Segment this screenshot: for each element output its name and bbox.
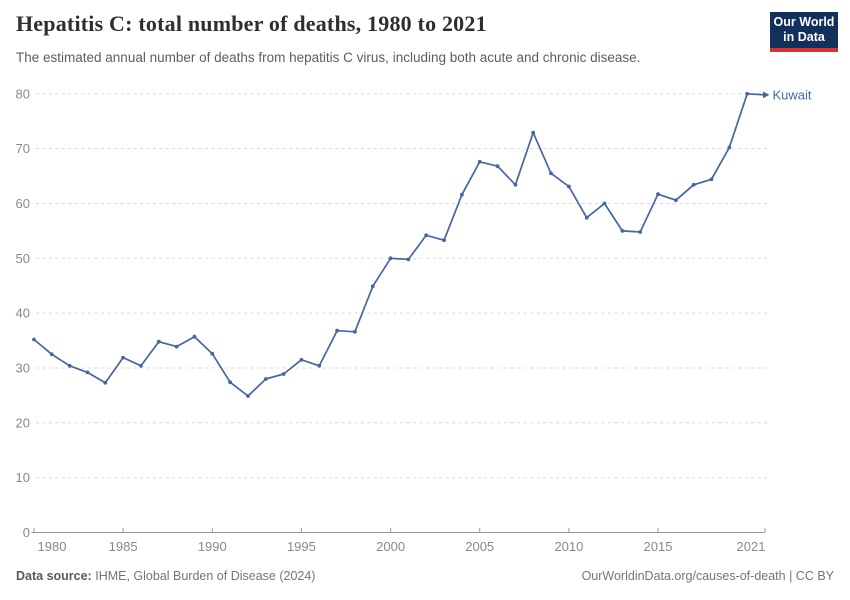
chart-subtitle: The estimated annual number of deaths fr… [16, 50, 641, 65]
data-point [620, 229, 625, 233]
data-source-label: Data source: [16, 569, 92, 583]
x-axis: 1980 1985 1990 1995 2000 2005 2010 2015 2021 [31, 528, 766, 554]
data-point [656, 192, 660, 197]
x-tick-label: 2015 [644, 539, 673, 554]
x-tick-label: 2005 [465, 539, 494, 554]
x-tick-label: 1990 [198, 539, 227, 554]
y-tick-label: 40 [16, 306, 30, 321]
y-axis-labels: 0 10 20 30 40 50 60 70 80 [16, 86, 30, 540]
data-point [727, 145, 732, 150]
data-point [281, 372, 286, 376]
data-point [513, 182, 518, 187]
data-point [263, 377, 268, 381]
data-point [192, 334, 197, 339]
data-point [442, 238, 446, 243]
x-tick-label: 2000 [376, 539, 405, 554]
data-point [495, 164, 500, 169]
data-point [567, 184, 571, 189]
x-tick-label: 2021 [737, 539, 766, 554]
y-tick-label: 10 [16, 470, 30, 485]
data-point [353, 329, 357, 334]
data-point [49, 352, 54, 357]
data-point [335, 328, 339, 333]
data-point [602, 201, 607, 206]
data-point [317, 363, 322, 368]
data-point [210, 351, 215, 356]
data-point [32, 337, 36, 342]
data-point [228, 380, 233, 385]
owid-logo-line1: Our World [773, 15, 835, 29]
data-point [299, 357, 304, 362]
data-point [477, 159, 482, 164]
y-tick-label: 50 [16, 251, 30, 266]
data-point [370, 284, 375, 289]
data-point [121, 355, 125, 360]
x-tick-label: 1980 [38, 539, 67, 554]
data-point [638, 230, 643, 234]
data-point [691, 182, 696, 187]
page-title: Hepatitis C: total number of deaths, 198… [16, 11, 487, 36]
data-point [709, 177, 714, 182]
data-point [549, 171, 553, 176]
y-tick-label: 70 [16, 141, 30, 156]
data-point [460, 192, 464, 197]
data-source: Data source: IHME, Global Burden of Dise… [16, 569, 315, 583]
data-point-markers [32, 91, 750, 398]
data-point [67, 363, 72, 368]
data-point [85, 370, 90, 375]
data-point [674, 198, 678, 203]
data-point [103, 380, 108, 385]
data-point [174, 344, 179, 349]
gridlines [36, 93, 768, 479]
owid-logo-line2: in Data [783, 30, 825, 44]
data-source-text: IHME, Global Burden of Disease (2024) [95, 569, 316, 583]
y-tick-label: 20 [16, 415, 30, 430]
owid-logo[interactable]: Our World in Data [770, 12, 838, 52]
data-point [531, 130, 536, 135]
x-tick-label: 2010 [554, 539, 583, 554]
y-tick-label: 80 [16, 86, 30, 101]
chart-footer: Data source: IHME, Global Burden of Dise… [16, 569, 834, 583]
line-end-arrow-icon [763, 91, 770, 99]
x-tick-label: 1985 [109, 539, 138, 554]
data-point [424, 233, 429, 238]
y-tick-label: 60 [16, 196, 30, 211]
data-point [388, 256, 393, 261]
data-point [745, 91, 750, 96]
y-tick-label: 30 [16, 361, 30, 376]
y-tick-label: 0 [23, 525, 30, 540]
data-point [246, 394, 250, 398]
entity-label-kuwait[interactable]: Kuwait [773, 87, 812, 102]
credit-link[interactable]: OurWorldinData.org/causes-of-death | CC … [581, 569, 834, 583]
data-point [406, 257, 411, 262]
series-line-kuwait[interactable] [33, 92, 766, 397]
x-tick-label: 1995 [287, 539, 316, 554]
data-point [139, 363, 143, 368]
data-point [156, 339, 161, 344]
data-point [584, 215, 589, 220]
